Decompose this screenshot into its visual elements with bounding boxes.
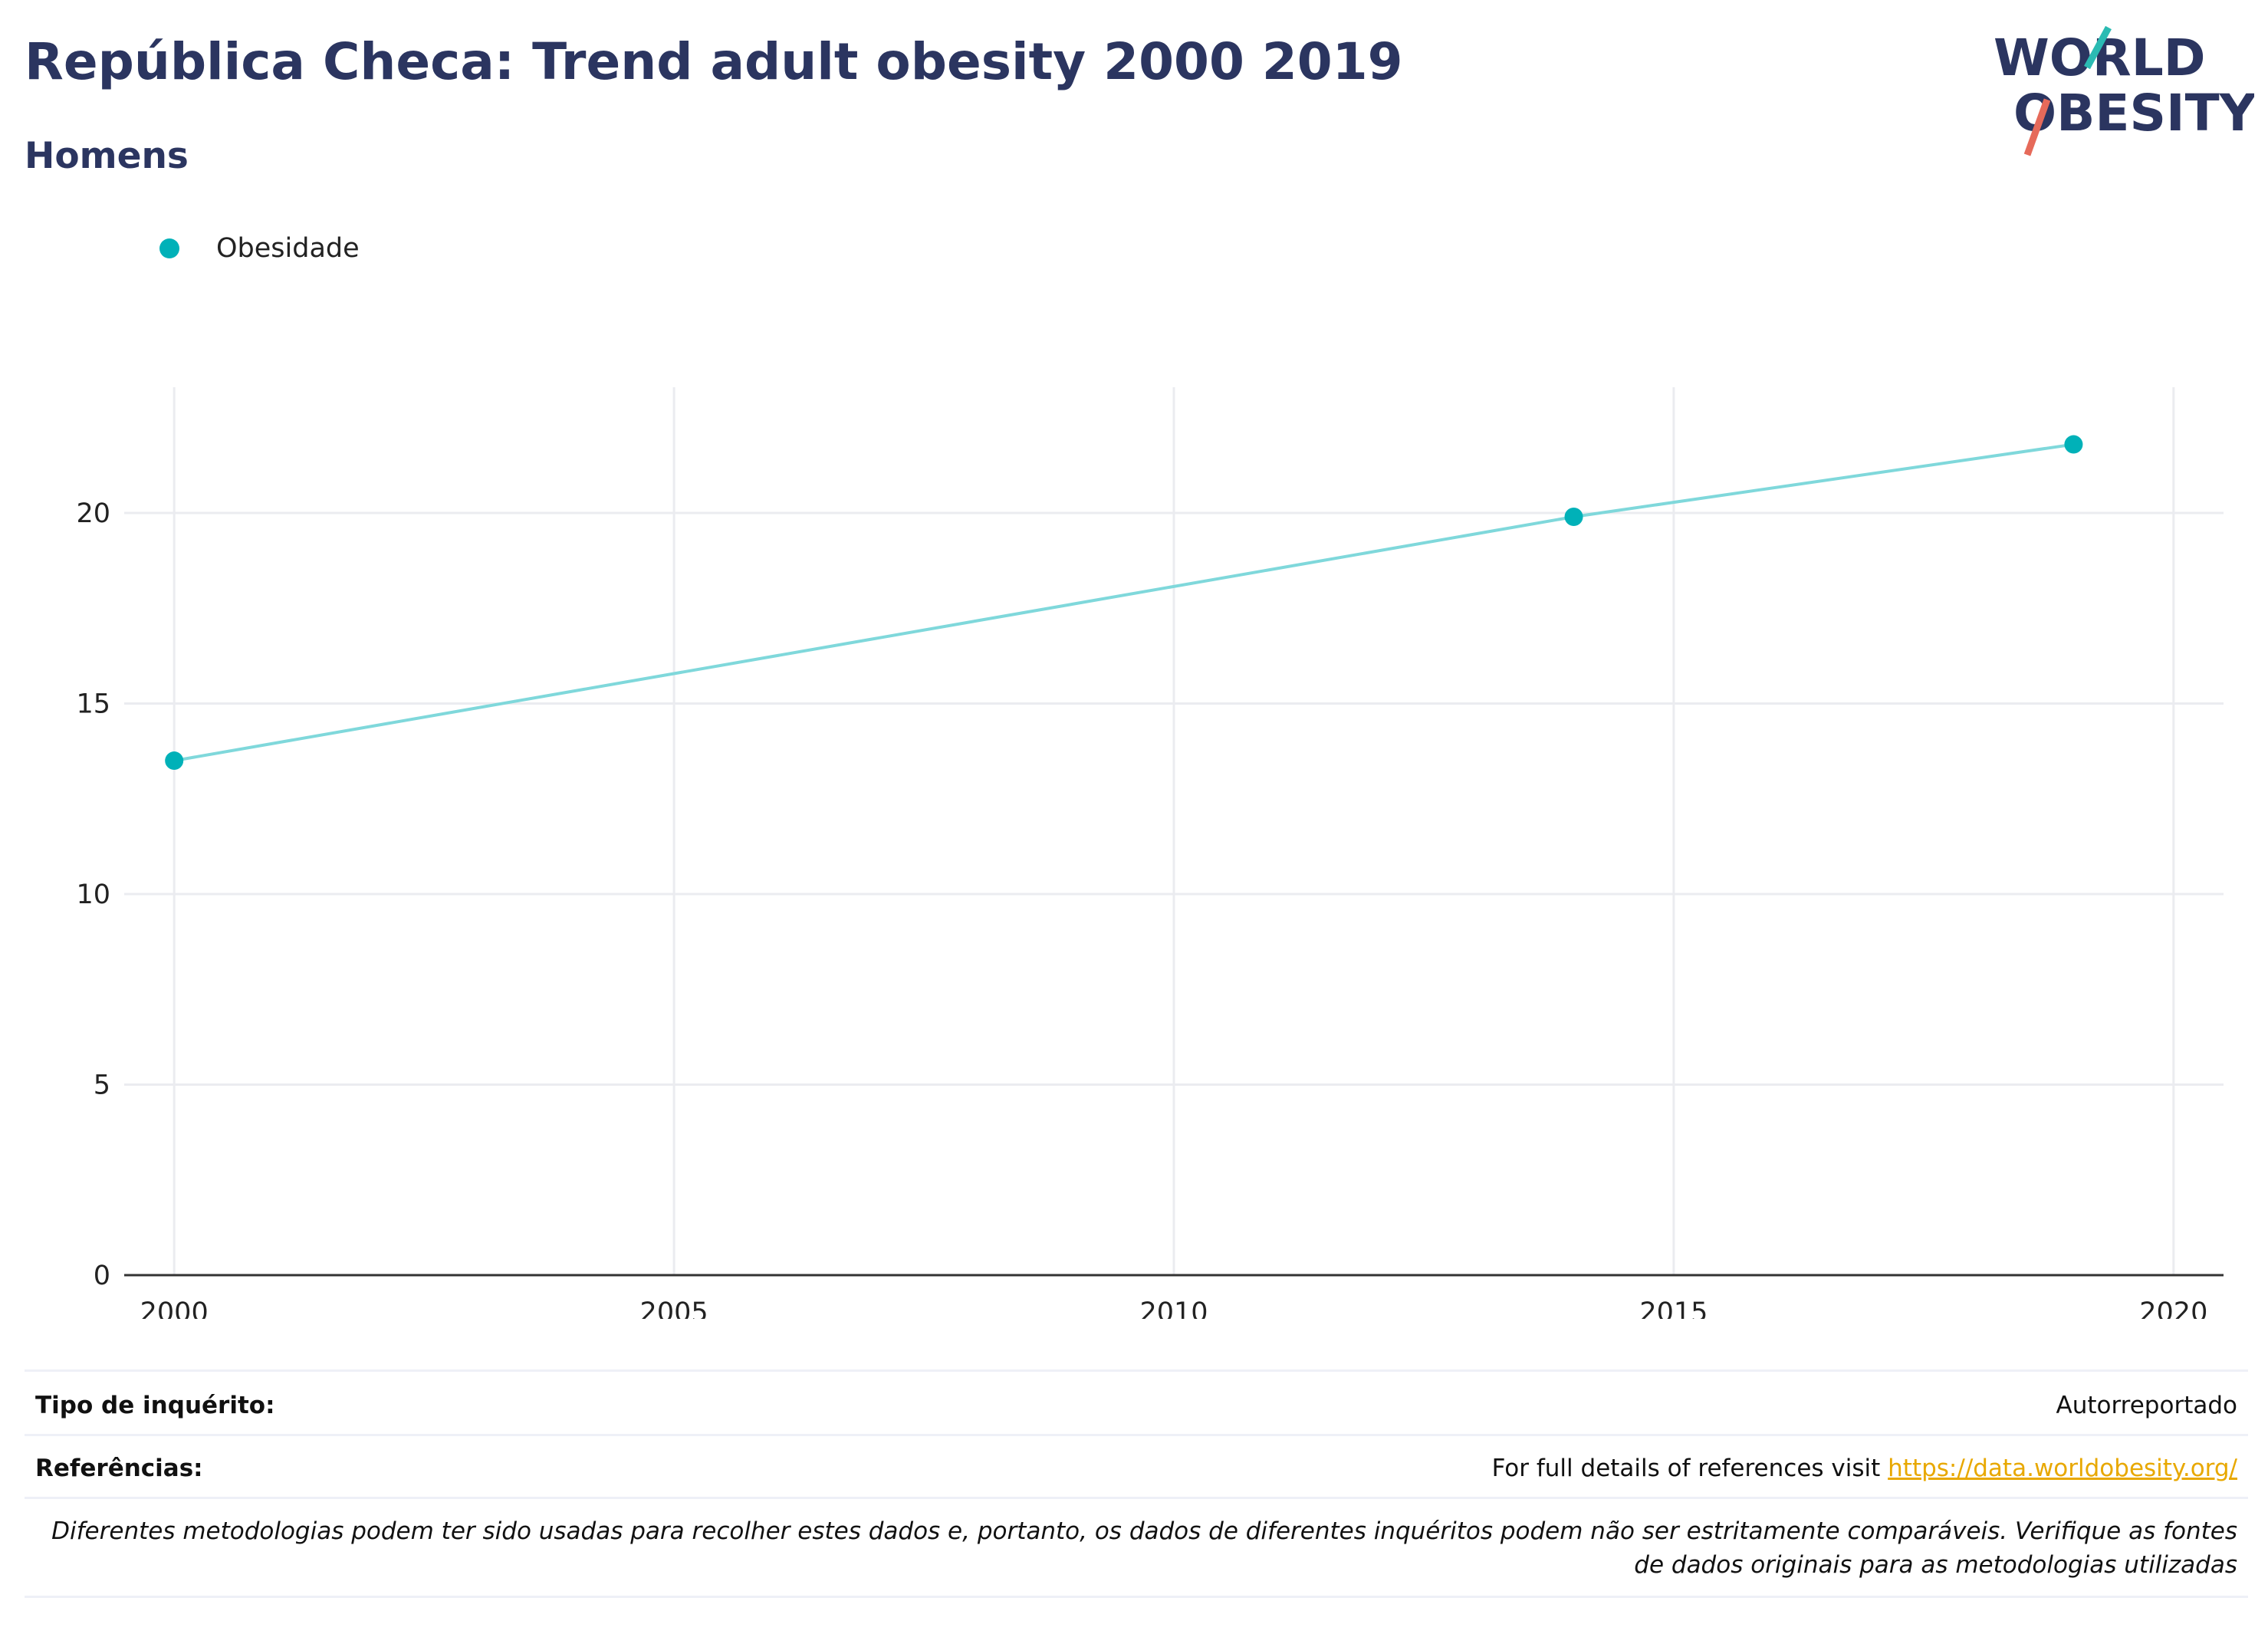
methodology-note: Diferentes metodologias podem ter sido u… — [51, 1517, 2237, 1579]
x-tick-label: 2015 — [1639, 1297, 1708, 1319]
x-tick-label: 2000 — [140, 1297, 209, 1319]
y-tick-label: 0 — [94, 1261, 110, 1291]
y-tick-label: 20 — [76, 498, 110, 529]
legend-marker — [159, 238, 179, 258]
world-obesity-logo: WORLD OBESITY — [1994, 25, 2254, 156]
references-label: Referências: — [35, 1455, 203, 1482]
survey-type-value: Autorreportado — [2056, 1392, 2238, 1419]
logo-line2: OBESITY — [2013, 84, 2254, 143]
chart-subtitle: Homens — [25, 135, 189, 177]
logo-accent-teal — [2084, 25, 2112, 70]
y-tick-label: 15 — [76, 689, 110, 720]
legend-label: Obesidade — [216, 233, 360, 264]
y-tick-label: 10 — [76, 879, 110, 910]
logo-accent-coral — [2023, 98, 2051, 156]
x-tick-label: 2005 — [640, 1297, 708, 1319]
references-text: For full details of references visit — [1491, 1455, 1888, 1482]
survey-type-row: Tipo de inquérito: Autorreportado — [25, 1369, 2248, 1436]
x-tick-label: 2010 — [1139, 1297, 1208, 1319]
data-point — [2064, 435, 2083, 454]
references-row: Referências: For full details of referen… — [25, 1434, 2248, 1499]
references-link[interactable]: https://data.worldobesity.org/ — [1888, 1455, 2237, 1482]
y-tick-label: 5 — [94, 1070, 110, 1101]
methodology-note-row: Diferentes metodologias podem ter sido u… — [25, 1497, 2248, 1598]
series-line — [173, 442, 2074, 763]
references-value: For full details of references visit htt… — [1492, 1455, 2237, 1482]
chart-title: República Checa: Trend adult obesity 200… — [25, 32, 1403, 91]
legend[interactable]: Obesidade — [159, 232, 360, 265]
line-chart: 0 5 10 15 20 2000 2005 2010 2015 2020 — [76, 387, 2224, 1319]
data-point — [165, 751, 184, 771]
survey-type-label: Tipo de inquérito: — [35, 1392, 275, 1419]
x-tick-label: 2020 — [2139, 1297, 2207, 1319]
data-point — [1564, 507, 1583, 526]
